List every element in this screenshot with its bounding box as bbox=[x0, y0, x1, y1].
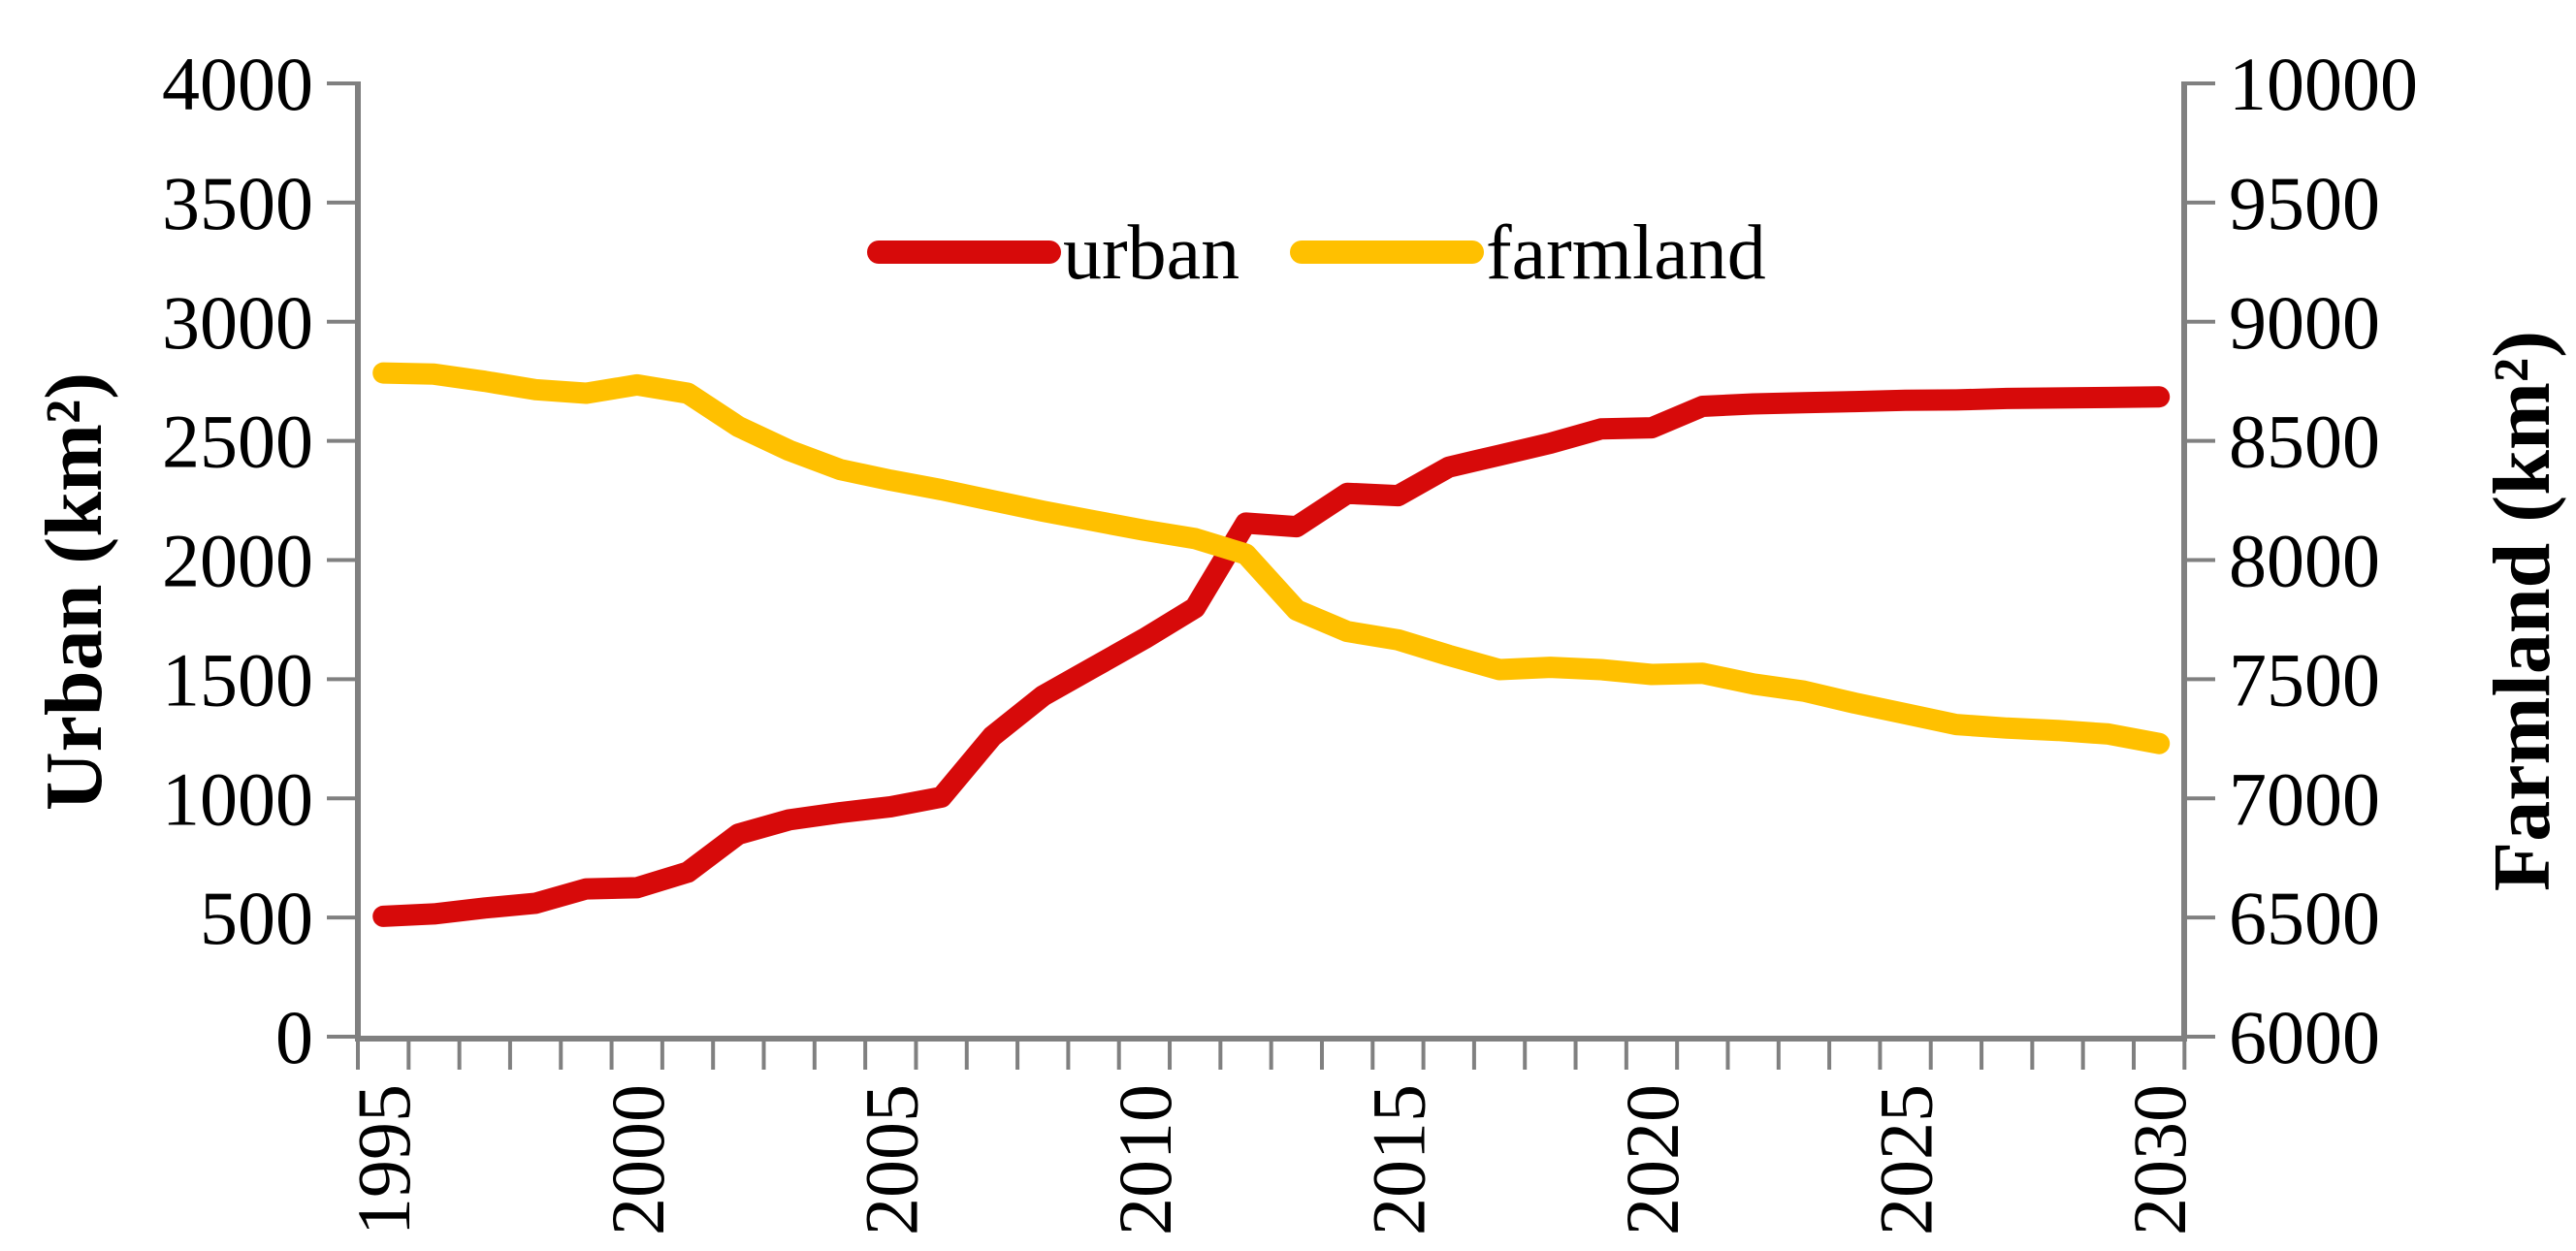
x-axis-tick-label: 2020 bbox=[1610, 1084, 1694, 1235]
farmland-series-line bbox=[372, 362, 2171, 754]
tick-labels: 0 6000 500 6500 1000 7000 1500 7500 2000 8000 2500… bbox=[162, 42, 2418, 1235]
x-axis-tick-label: 2000 bbox=[596, 1084, 680, 1235]
legend-label-farmland: farmland bbox=[1486, 210, 1766, 296]
right-axis-tick-label: 8000 bbox=[2229, 519, 2380, 603]
right-axis-tick-label: 10000 bbox=[2229, 42, 2418, 126]
legend: urban farmland bbox=[867, 210, 1766, 296]
tick-marks bbox=[327, 81, 2215, 1070]
x-axis-tick-label: 1995 bbox=[341, 1084, 426, 1235]
left-axis-tick-label: 2000 bbox=[162, 519, 313, 603]
right-axis-tick-label: 6000 bbox=[2229, 995, 2380, 1079]
left-axis-tick-label: 1000 bbox=[162, 756, 313, 841]
left-axis-title: Urban (km²) bbox=[29, 372, 119, 811]
urban-series-line bbox=[372, 386, 2171, 927]
x-axis-tick-label: 2025 bbox=[1864, 1084, 1948, 1235]
data-series bbox=[372, 362, 2171, 927]
left-axis-tick-label: 500 bbox=[200, 876, 313, 960]
left-axis-tick-label: 0 bbox=[275, 995, 313, 1079]
right-axis-tick-label: 6500 bbox=[2229, 876, 2380, 960]
right-axis-tick-label: 9500 bbox=[2229, 161, 2380, 245]
right-axis-tick-label: 8500 bbox=[2229, 400, 2380, 484]
left-axis-tick-label: 3000 bbox=[162, 280, 313, 365]
x-axis-tick-label: 2030 bbox=[2117, 1084, 2202, 1235]
x-axis-tick-label: 2015 bbox=[1356, 1084, 1440, 1235]
left-axis-tick-label: 4000 bbox=[162, 42, 313, 126]
right-axis-tick-label: 7000 bbox=[2229, 756, 2380, 841]
x-axis-tick-label: 2010 bbox=[1103, 1084, 1187, 1235]
right-axis-tick-label: 9000 bbox=[2229, 280, 2380, 365]
right-axis-tick-label: 7500 bbox=[2229, 637, 2380, 722]
left-axis-tick-label: 1500 bbox=[162, 637, 313, 722]
right-axis-title: Farmland (km²) bbox=[2477, 331, 2567, 891]
left-axis-tick-label: 3500 bbox=[162, 161, 313, 245]
legend-label-urban: urban bbox=[1063, 210, 1240, 296]
left-axis-tick-label: 2500 bbox=[162, 400, 313, 484]
x-axis-tick-label: 2005 bbox=[849, 1084, 933, 1235]
